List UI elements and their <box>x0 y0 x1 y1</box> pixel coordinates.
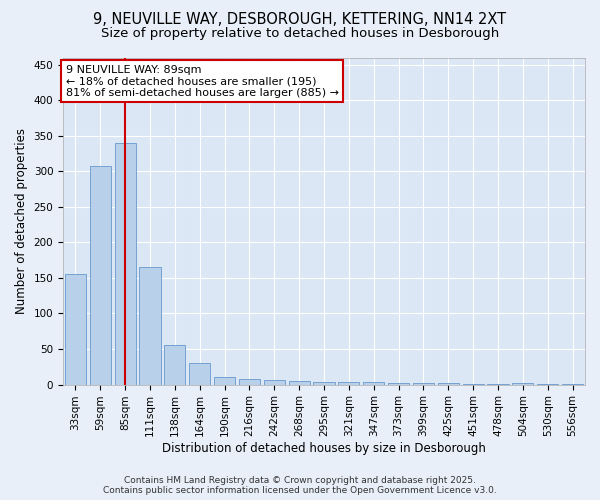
Bar <box>139 268 161 384</box>
Bar <box>189 364 210 384</box>
Y-axis label: Number of detached properties: Number of detached properties <box>15 128 28 314</box>
Text: Size of property relative to detached houses in Desborough: Size of property relative to detached ho… <box>101 28 499 40</box>
Bar <box>289 381 310 384</box>
Bar <box>338 382 359 384</box>
Text: Contains HM Land Registry data © Crown copyright and database right 2025.
Contai: Contains HM Land Registry data © Crown c… <box>103 476 497 495</box>
X-axis label: Distribution of detached houses by size in Desborough: Distribution of detached houses by size … <box>162 442 486 455</box>
Bar <box>438 383 459 384</box>
Bar <box>264 380 285 384</box>
Bar <box>214 378 235 384</box>
Text: 9, NEUVILLE WAY, DESBOROUGH, KETTERING, NN14 2XT: 9, NEUVILLE WAY, DESBOROUGH, KETTERING, … <box>94 12 506 28</box>
Bar <box>239 379 260 384</box>
Bar <box>65 274 86 384</box>
Bar <box>313 382 335 384</box>
Bar <box>413 383 434 384</box>
Bar <box>388 383 409 384</box>
Bar <box>90 166 111 384</box>
Bar <box>164 346 185 385</box>
Bar <box>115 143 136 384</box>
Text: 9 NEUVILLE WAY: 89sqm
← 18% of detached houses are smaller (195)
81% of semi-det: 9 NEUVILLE WAY: 89sqm ← 18% of detached … <box>65 64 338 98</box>
Bar <box>363 382 384 384</box>
Bar <box>512 383 533 384</box>
